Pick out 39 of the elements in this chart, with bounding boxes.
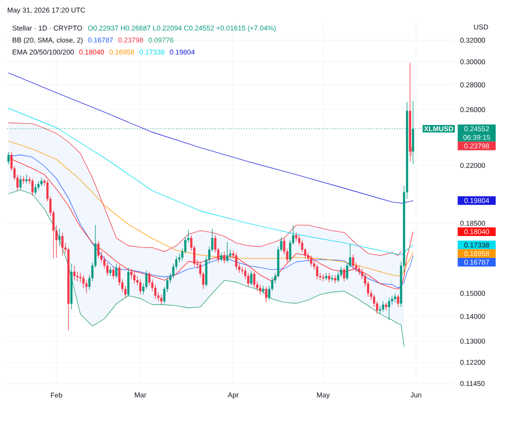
candlestick [316,264,318,280]
candlestick [328,272,330,283]
candlestick [343,267,346,282]
candlestick [34,184,37,196]
candlestick [265,286,268,303]
candlestick [127,267,130,298]
candlestick [382,300,384,312]
candlestick [352,254,354,269]
candlestick [394,293,396,303]
candlestick [358,265,360,276]
candlestick [7,152,10,165]
line-series [8,140,414,276]
candlestick [384,302,388,311]
candlestick [223,251,226,264]
candlestick [259,284,262,295]
line-series [8,190,404,347]
candlestick [160,294,162,305]
candlestick [250,270,252,286]
candlestick [115,263,118,278]
candlestick [235,252,238,270]
candlestick [388,298,390,320]
candlestick [31,178,34,196]
candlestick [139,278,142,295]
candlestick [112,266,114,280]
candlestick [130,268,132,280]
candlestick [310,255,312,267]
line-series [8,72,414,204]
candlestick [25,174,28,184]
candlestick [226,242,228,263]
candlestick [133,272,136,284]
candlestick [19,175,22,190]
candlestick [58,228,61,246]
candlestick [61,232,64,256]
candlestick [73,265,76,281]
candlestick [253,272,256,288]
candlestick [109,266,112,276]
candlestick [396,294,400,308]
candlestick [97,240,100,259]
candlestick [22,176,25,184]
